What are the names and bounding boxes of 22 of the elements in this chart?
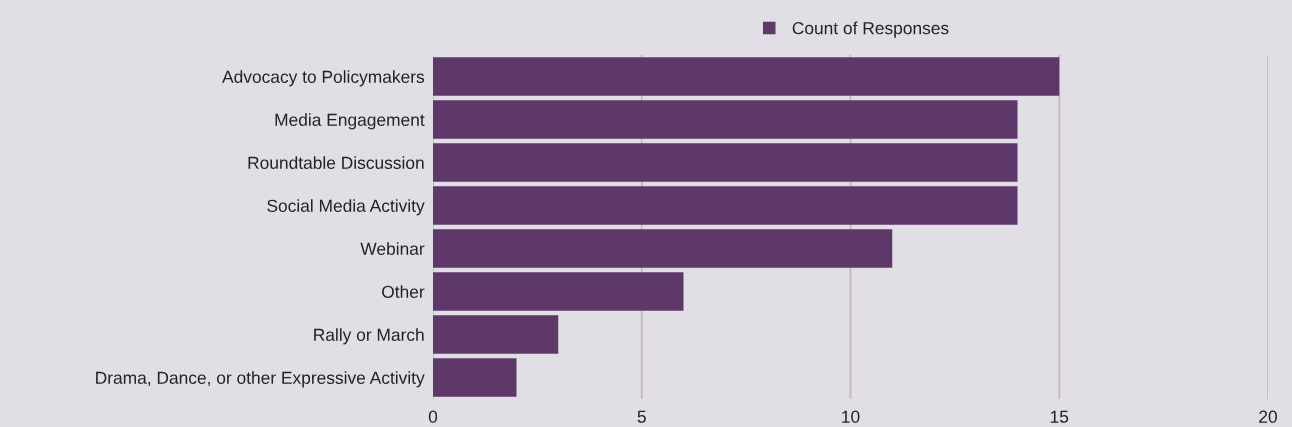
x-tick-label: 20 [1259,410,1277,423]
bar [433,186,1018,225]
y-tick-label: Roundtable Discussion [248,156,424,169]
x-tick-label: 5 [637,410,646,423]
y-tick-label: Drama, Dance, or other Expressive Activity [96,371,425,388]
bar [433,315,559,354]
y-tick-label: Other [382,285,425,298]
bar [433,272,684,311]
y-tick-label: Advocacy to Policymakers [222,70,425,87]
bar [433,358,517,397]
bar [433,229,893,268]
y-tick-label: Rally or March [314,328,424,345]
x-tick-label: 10 [842,410,860,423]
y-tick-label: Webinar [360,242,425,255]
x-tick-label: 0 [428,410,438,423]
legend-label: Count of Responses [792,21,949,38]
bar [433,100,1018,139]
bar [433,57,1060,96]
bar [433,143,1018,182]
y-tick-label: Media Engagement [275,113,425,130]
x-tick-label: 15 [1050,410,1069,423]
y-tick-label: Social Media Activity [267,199,425,216]
